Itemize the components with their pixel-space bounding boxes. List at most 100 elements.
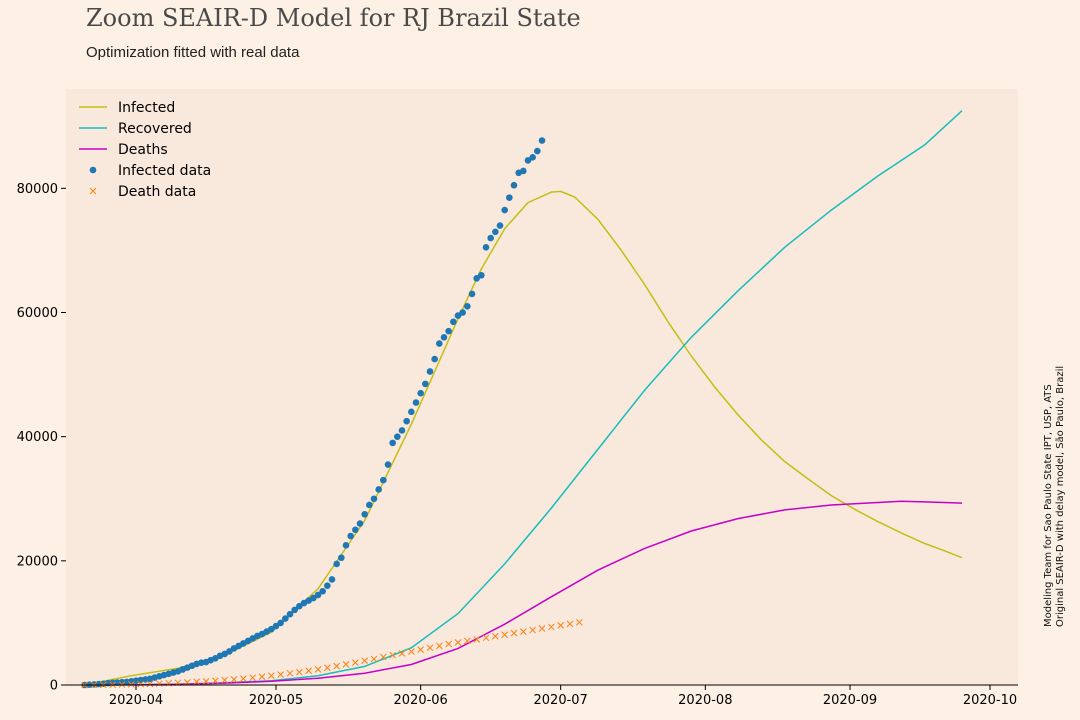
infected-data-point [445, 327, 452, 335]
legend-deaths-label: Deaths [118, 142, 168, 158]
infected-data-point [478, 271, 485, 279]
death-data-point [183, 679, 191, 686]
infected-data-point [417, 389, 424, 397]
death-data-point [557, 622, 565, 629]
death-data-point [575, 618, 583, 626]
death-data-point [267, 672, 275, 680]
legend-death-data-label: Death data [118, 184, 196, 200]
infected-data-point [333, 560, 340, 568]
infected-data-point [361, 510, 368, 518]
death-data-point [202, 678, 210, 685]
death-data-point [501, 631, 509, 639]
infected-data-point [408, 408, 415, 416]
infected-data-point [468, 290, 476, 298]
infected-data-point [272, 622, 280, 630]
infected-data-point [109, 679, 116, 687]
infected-data-point [338, 554, 345, 562]
infected-data-point [496, 222, 504, 229]
infected-data-point [403, 417, 410, 425]
infected-data-point [482, 244, 490, 251]
infected-data-point [487, 234, 494, 242]
death-data-point [333, 662, 341, 670]
infected-data-point [380, 476, 387, 484]
infected-data-point [296, 602, 303, 610]
infected-data-point [524, 157, 532, 164]
infected-data-point [426, 368, 434, 375]
infected-data-point [501, 206, 508, 214]
death-data-point [445, 640, 453, 648]
x-tick-label: 2020-10 [963, 693, 1017, 708]
death-data-point [519, 628, 527, 635]
infected-data-point [534, 147, 541, 155]
legend-infected-label: Infected [118, 100, 175, 116]
death-data-point [277, 671, 285, 678]
death-data-point [314, 666, 322, 673]
death-data-point [389, 651, 397, 659]
infected-data-point [375, 486, 382, 493]
death-data-point [547, 623, 555, 631]
credit-line-1: Modeling Team for Sao Paulo State IPT, U… [1043, 384, 1054, 627]
infected-data-point [431, 355, 438, 363]
infected-data-point [286, 610, 294, 618]
x-tick-label: 2020-06 [394, 693, 448, 708]
death-data-point [538, 625, 546, 632]
y-tick-label: 0 [50, 679, 58, 694]
death-data-point [379, 653, 387, 661]
legend-death-data-swatch [89, 187, 97, 195]
death-data-point [510, 629, 518, 637]
death-data-point [193, 678, 201, 686]
y-tick-label: 40000 [17, 430, 58, 445]
infected-data-point [282, 615, 289, 622]
death-data-point [407, 648, 415, 655]
infected-data-point [356, 520, 364, 527]
plot-area [66, 89, 1018, 685]
death-data-point [239, 675, 247, 682]
death-data-point [482, 634, 490, 642]
infected-data-point [506, 194, 513, 201]
infected-data-point [366, 501, 373, 509]
infected-data-point [412, 399, 420, 406]
x-tick-label: 2020-07 [534, 693, 588, 708]
infected-data-point [538, 137, 546, 144]
infected-data-point [436, 340, 443, 347]
x-tick-label: 2020-04 [109, 693, 163, 708]
infected-data-point [352, 526, 359, 534]
legend: Infected Recovered Deaths Infected data Deat… [79, 100, 211, 200]
infected-data-point [394, 433, 401, 440]
chart-subtitle: Optimization fitted with real data [86, 44, 300, 61]
x-tick-label: 2020-05 [249, 693, 303, 708]
infected-data-point [520, 167, 527, 175]
credit-line-2: Original SEAIR-D with delay model, São P… [1055, 365, 1066, 627]
legend-infected-data-swatch [89, 166, 97, 174]
infected-data-point [291, 606, 298, 614]
infected-data-point [450, 318, 457, 326]
death-data-point [473, 636, 481, 643]
infected-data-point [118, 678, 126, 686]
death-data-point [230, 676, 238, 683]
death-data-point [137, 680, 145, 688]
infected-data-point [114, 679, 121, 686]
legend-recovered-label: Recovered [118, 121, 192, 137]
deaths-line [84, 500, 963, 686]
infected-data-point [398, 427, 406, 434]
infected-data-point [454, 312, 462, 319]
death-data-point [127, 681, 135, 688]
death-data-point [426, 644, 434, 652]
death-data-point [361, 657, 369, 665]
infected-data-point [529, 153, 536, 161]
chart-title: Zoom SEAIR-D Model for RJ Brazil State [86, 4, 581, 32]
death-data-point [435, 642, 443, 650]
infected-data-point [268, 625, 275, 633]
y-tick-label: 80000 [17, 182, 58, 197]
death-data-point [491, 632, 499, 640]
y-tick-label: 20000 [17, 554, 58, 569]
death-data-point [342, 661, 350, 668]
death-data-point [258, 673, 266, 681]
death-data-point [155, 680, 163, 687]
death-data-point [249, 674, 257, 682]
infected-data-point [342, 542, 350, 549]
death-data-point [529, 626, 537, 634]
death-data-point [463, 637, 471, 645]
death-data-point [295, 668, 303, 676]
